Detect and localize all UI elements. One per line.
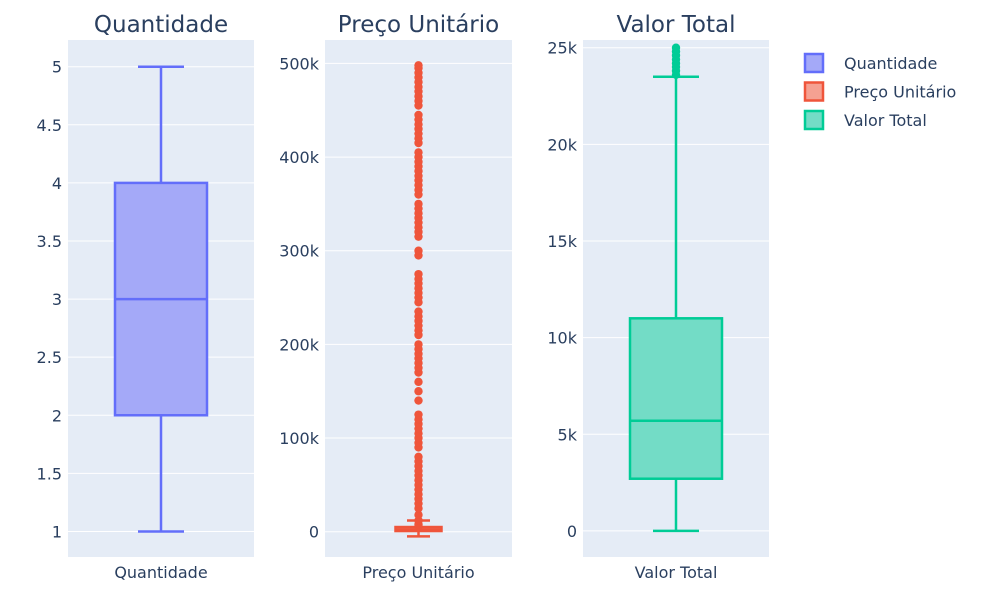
y-tick-label: 10k	[547, 329, 577, 348]
y-tick-label: 4.5	[37, 116, 62, 135]
y-tick-label: 3.5	[37, 232, 62, 251]
subplot-title: Valor Total	[617, 12, 736, 38]
y-tick-label: 100k	[279, 429, 320, 448]
y-tick-label: 2.5	[37, 348, 62, 367]
y-tick-label: 15k	[547, 232, 577, 251]
legend-label: Quantidade	[844, 54, 937, 73]
x-category-label: Preço Unitário	[362, 563, 474, 582]
subplots: 1 1.5 2 2.5 3 3.5 4 4.5 5 Quantidade Quantidade 0 10…	[37, 12, 769, 582]
y-tick-label: 0	[309, 523, 319, 542]
y-tick-label: 400k	[279, 148, 320, 167]
legend-swatch	[803, 52, 825, 74]
outlier-point	[414, 110, 423, 120]
legend-item: Valor Total	[803, 109, 927, 131]
legend-swatch	[803, 109, 825, 131]
y-tick-label: 2	[52, 406, 62, 425]
y-tick-label: 3	[52, 290, 62, 309]
outlier-point	[414, 410, 423, 419]
y-tick-label: 0	[567, 522, 577, 541]
y-tick-label: 5k	[558, 425, 578, 444]
legend-item: Quantidade	[803, 52, 937, 74]
y-tick-label: 5	[52, 58, 62, 77]
outlier-point	[414, 452, 423, 461]
outlier-point	[414, 61, 423, 70]
outlier-point	[414, 377, 423, 387]
y-tick-label: 500k	[279, 54, 320, 73]
outlier-point	[414, 246, 423, 255]
y-tick-label: 20k	[547, 135, 577, 154]
y-tick-label: 1	[52, 522, 62, 541]
outlier-point	[414, 340, 423, 349]
legend-label: Preço Unitário	[844, 83, 956, 102]
y-tick-label: 1.5	[37, 464, 62, 483]
outlier-point	[414, 199, 423, 209]
y-tick-label: 200k	[279, 335, 320, 354]
subplot-0: 1 1.5 2 2.5 3 3.5 4 4.5 5 Quantidade Quantidade	[37, 12, 254, 582]
outlier-point	[414, 510, 423, 520]
x-category-label: Valor Total	[635, 563, 718, 582]
y-tick-label: 300k	[279, 242, 320, 261]
subplot-2: 0 5k 10k 15k 20k 25k Valor Total Valor Total	[547, 12, 769, 582]
outlier-point	[414, 387, 423, 396]
y-tick-label: 4	[52, 174, 62, 193]
outlier-point	[671, 43, 681, 52]
outlier-point	[414, 307, 423, 316]
legend: Quantidade Preço Unitário Valor Total	[803, 52, 956, 131]
subplot-1: 0 100k 200k 300k 400k 500k Preço Unitário Preço…	[279, 12, 512, 582]
subplot-title: Preço Unitário	[338, 12, 499, 38]
box-iqr	[628, 317, 724, 480]
outlier-point	[414, 269, 423, 279]
legend-item: Preço Unitário	[803, 81, 956, 102]
outlier-point	[414, 148, 423, 157]
x-category-label: Quantidade	[114, 563, 207, 582]
y-tick-label: 25k	[547, 39, 577, 58]
legend-swatch	[803, 81, 825, 102]
legend-label: Valor Total	[844, 111, 927, 130]
outlier-point	[414, 396, 423, 405]
subplot-title: Quantidade	[94, 12, 228, 38]
